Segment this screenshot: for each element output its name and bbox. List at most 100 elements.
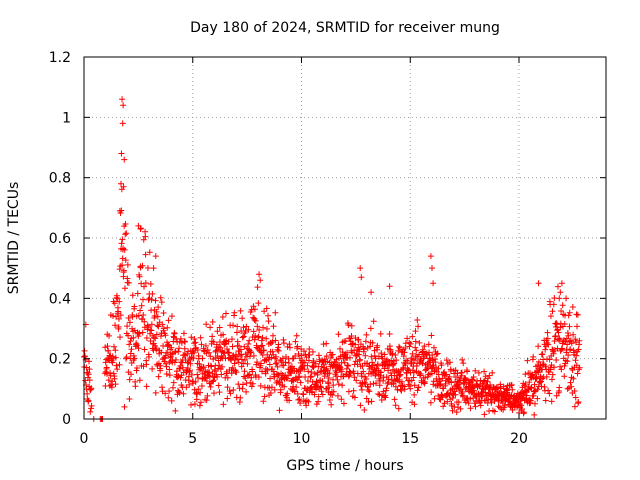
data-point: [250, 352, 257, 359]
data-point: [329, 351, 336, 358]
data-point: [521, 409, 528, 416]
data-point: [552, 332, 559, 339]
data-point: [233, 369, 240, 376]
data-point: [432, 359, 439, 366]
data-point: [275, 347, 282, 354]
data-point: [110, 370, 117, 377]
data-point: [357, 265, 364, 272]
data-point: [550, 301, 557, 308]
data-point: [175, 348, 182, 355]
data-point: [371, 352, 378, 359]
data-point: [509, 386, 516, 393]
data-point: [265, 318, 272, 325]
data-point: [160, 309, 167, 316]
data-point: [568, 340, 575, 347]
data-point: [128, 360, 135, 367]
data-point: [256, 271, 263, 278]
data-point: [246, 371, 253, 378]
data-point: [126, 376, 133, 383]
data-point: [222, 310, 229, 317]
data-point: [530, 392, 537, 399]
data-point: [574, 311, 581, 318]
axis-ticks: [83, 56, 606, 420]
data-point: [453, 409, 460, 416]
data-point: [428, 389, 435, 396]
data-point: [365, 399, 372, 406]
data-point: [259, 334, 266, 341]
data-point: [214, 353, 221, 360]
data-point: [356, 351, 363, 358]
data-point: [338, 396, 345, 403]
data-point: [436, 395, 443, 402]
data-point: [249, 368, 256, 375]
data-point: [168, 397, 175, 404]
data-point: [415, 323, 422, 330]
data-point: [168, 344, 175, 351]
data-point: [260, 347, 267, 354]
data-point: [170, 384, 177, 391]
data-point: [457, 405, 464, 412]
data-point: [194, 391, 201, 398]
data-point: [203, 397, 210, 404]
data-point: [535, 343, 542, 350]
data-point: [239, 334, 246, 341]
data-point: [286, 397, 293, 404]
data-point: [296, 396, 303, 403]
data-point: [439, 375, 446, 382]
data-point: [119, 236, 126, 243]
data-point: [148, 296, 155, 303]
data-point: [111, 300, 118, 307]
data-point: [166, 388, 173, 395]
data-point: [464, 368, 471, 375]
data-point: [381, 393, 388, 400]
data-point: [144, 322, 151, 329]
data-point: [275, 341, 282, 348]
data-point: [181, 338, 188, 345]
data-point: [143, 383, 150, 390]
data-point: [334, 392, 341, 399]
data-point: [358, 386, 365, 393]
data-point: [301, 348, 308, 355]
data-point: [300, 391, 307, 398]
data-point: [116, 266, 123, 273]
data-point: [358, 373, 365, 380]
data-point: [379, 355, 386, 362]
data-point: [402, 340, 409, 347]
data-point: [554, 283, 561, 290]
data-point: [295, 351, 302, 358]
data-point: [574, 370, 581, 377]
data-point: [405, 381, 412, 388]
data-point: [575, 399, 582, 406]
data-point: [520, 391, 527, 398]
data-point: [557, 363, 564, 370]
data-point: [297, 379, 304, 386]
data-point: [166, 372, 173, 379]
data-point: [448, 402, 455, 409]
data-point: [147, 280, 154, 287]
data-point: [396, 344, 403, 351]
data-point: [120, 183, 127, 190]
data-point: [133, 365, 140, 372]
data-point: [199, 376, 206, 383]
data-point: [180, 330, 187, 337]
data-point: [243, 323, 250, 330]
data-point: [527, 397, 534, 404]
data-point: [367, 343, 374, 350]
data-point: [146, 249, 153, 256]
data-point: [412, 328, 419, 335]
data-point: [180, 390, 187, 397]
data-point: [426, 349, 433, 356]
data-point: [443, 371, 450, 378]
data-point: [105, 347, 112, 354]
data-point: [303, 402, 310, 409]
data-point: [243, 353, 250, 360]
data-point: [295, 374, 302, 381]
data-point: [394, 386, 401, 393]
data-point: [126, 341, 133, 348]
data-point: [263, 305, 270, 312]
data-point: [207, 383, 214, 390]
data-point: [121, 246, 128, 253]
x-tick-labels: 0 5 10 15 20: [80, 431, 528, 447]
data-point: [312, 360, 319, 367]
data-point: [317, 383, 324, 390]
